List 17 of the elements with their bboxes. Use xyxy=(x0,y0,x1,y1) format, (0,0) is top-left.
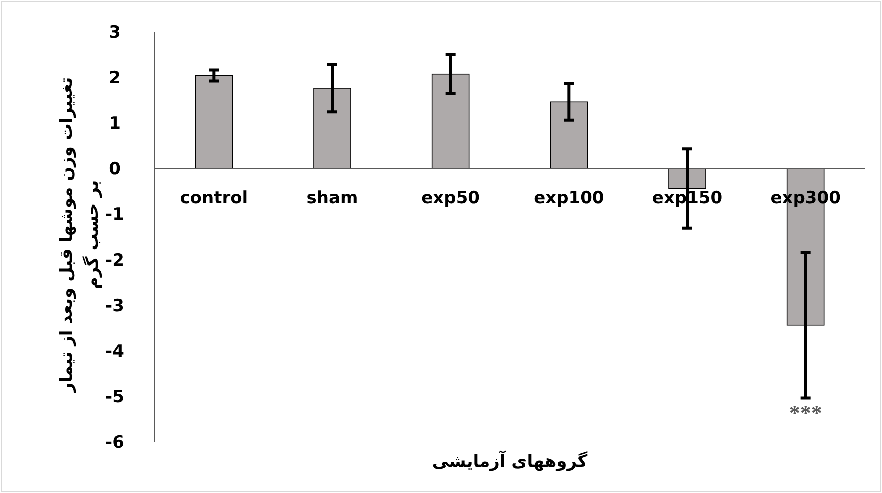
y-tick-label: -2 xyxy=(106,250,124,271)
x-tick-label: control xyxy=(180,188,248,209)
y-tick-label: -4 xyxy=(106,342,125,362)
y-tick-label: -3 xyxy=(106,296,124,316)
x-tick-label: exp50 xyxy=(422,188,480,209)
y-tick-label: -6 xyxy=(106,433,124,453)
y-tick-label: -5 xyxy=(106,387,124,408)
annotation: *** xyxy=(789,400,822,426)
y-tick-label: 3 xyxy=(109,23,121,43)
x-tick-label: sham xyxy=(306,188,358,209)
x-tick-label: exp100 xyxy=(534,188,604,209)
y-tick-label: 1 xyxy=(109,114,121,134)
y-tick-label: -1 xyxy=(106,205,124,226)
y-axis-title: تغییرات وزن موشها قبل وبعد از تیمار بر حسب گرم xyxy=(56,76,104,395)
y-tick-label: 0 xyxy=(109,160,122,180)
y-tick-label: 2 xyxy=(109,68,121,89)
x-axis-title: گروههای آزمایشی xyxy=(431,452,589,472)
